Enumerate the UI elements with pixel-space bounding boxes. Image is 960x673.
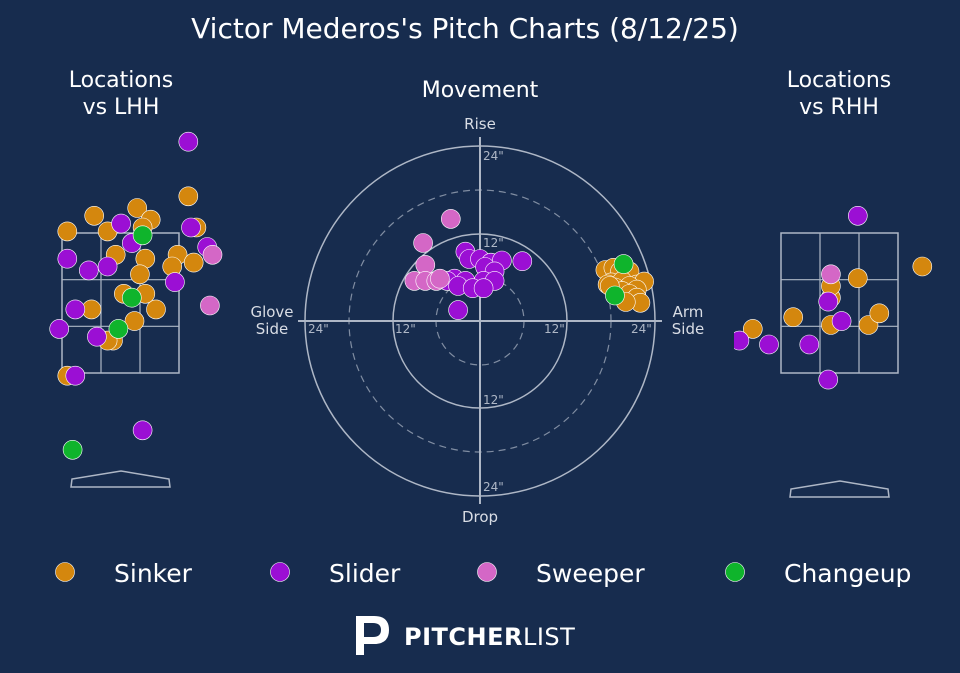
legend-slider-marker [270,562,290,582]
brand-wordmark-bold: PITCHER [404,623,523,651]
drop-label: Drop [462,508,498,526]
arm-side-label-line1: Arm [673,303,704,321]
rhh-home-plate [789,480,890,498]
rhh-slider-point [799,334,820,355]
lhh-sinker-point [146,299,166,320]
lhh-slider-point [49,319,70,339]
brand-wordmark-light: LIST [523,623,575,651]
ring-label-top-24: 24" [483,149,504,163]
glove-side-label-line1: Glove [250,303,293,321]
lhh-slider-point [65,299,86,320]
legend-slider-label: Slider [329,559,401,588]
lhh-slider-point [57,248,78,269]
lhh-panel-title-line1: Locations [69,68,174,93]
legend-sinker-marker [55,562,75,582]
rhh-slider-point [848,206,868,226]
rhh-sinker-point [912,256,933,277]
rhh-slider-point [759,334,779,355]
rise-label: Rise [464,115,496,133]
legend: Sinker Slider Sweeper Changeup [55,559,911,588]
legend-sweeper-label: Sweeper [536,559,645,588]
lhh-slider-point [132,420,153,441]
lhh-changeup-point [108,319,129,339]
movement-panel-title: Movement [422,78,539,103]
rhh-slider-point [818,291,838,312]
legend-sweeper-marker [477,562,497,582]
lhh-home-plate [70,470,171,488]
lhh-sinker-point [127,198,147,218]
lhh-location-panel [49,131,223,488]
ring-label-right-24: 24" [631,322,652,336]
brand-wordmark: PITCHERLIST [404,623,575,651]
lhh-panel-title-line2: vs LHH [83,95,160,120]
lhh-changeup-point [122,287,142,308]
ring-label-top-12: 12" [483,236,504,250]
lhh-sinker-point [183,252,204,273]
lhh-slider-point [97,256,118,277]
lhh-slider-point [79,260,99,281]
lhh-sinker-point [84,206,104,226]
lhh-changeup-point [132,225,153,246]
ring-label-bottom-12: 12" [483,393,504,407]
lhh-sweeper-point [202,245,223,265]
ring-label-bottom-24: 24" [483,480,504,494]
rhh-panel-title-line2: vs RHH [799,95,879,120]
movement-sweeper-point [430,268,450,289]
rhh-slider-point [831,311,852,331]
rhh-panel-title-line1: Locations [787,68,892,93]
legend-changeup-label: Changeup [784,559,911,588]
movement-pitch-points [404,209,654,320]
movement-changeup-point [605,285,625,306]
rhh-sinker-point [742,319,763,339]
figure-title: Victor Mederos's Pitch Charts (8/12/25) [191,12,739,45]
lhh-changeup-point [62,439,83,460]
lhh-sinker-point [178,186,199,207]
movement-slider-point [473,278,494,299]
lhh-slider-point [87,326,107,347]
rhh-sinker-point [869,303,890,324]
pitcherlist-p-logo-icon [356,616,389,655]
rhh-sweeper-point [821,264,841,285]
movement-slider-point [512,251,533,272]
ring-label-left-12: 12" [395,322,416,336]
lhh-slider-point [181,217,201,238]
lhh-slider-point [165,272,185,292]
lhh-sweeper-point [200,295,220,316]
legend-sinker-label: Sinker [114,559,193,588]
rhh-zone-outline [780,232,899,374]
lhh-slider-point [65,365,86,386]
ring-label-right-12: 12" [544,322,565,336]
arm-side-label-line2: Side [672,320,704,338]
lhh-slider-point [178,131,199,152]
glove-side-label-line2: Side [256,320,288,338]
legend-changeup-marker [725,562,745,582]
movement-slider-point [448,300,468,320]
ring-label-left-24: 24" [308,322,329,336]
lhh-sinker-point [57,221,78,242]
movement-panel: Rise Drop Glove Side Arm Side 24" 12" 12… [250,115,704,526]
rhh-pitch-points [734,206,933,390]
lhh-sinker-point [124,311,145,331]
lhh-sinker-point [130,264,150,285]
rhh-sinker-point [783,307,804,327]
rhh-sinker-point [848,268,868,288]
movement-sweeper-point [413,233,433,253]
lhh-slider-point [111,213,131,234]
movement-changeup-point [613,254,634,274]
lhh-pitch-points [49,131,223,460]
movement-sweeper-point [440,209,461,229]
rhh-slider-point [818,369,838,390]
rhh-slider-point [734,330,750,351]
rhh-location-panel [734,206,933,498]
